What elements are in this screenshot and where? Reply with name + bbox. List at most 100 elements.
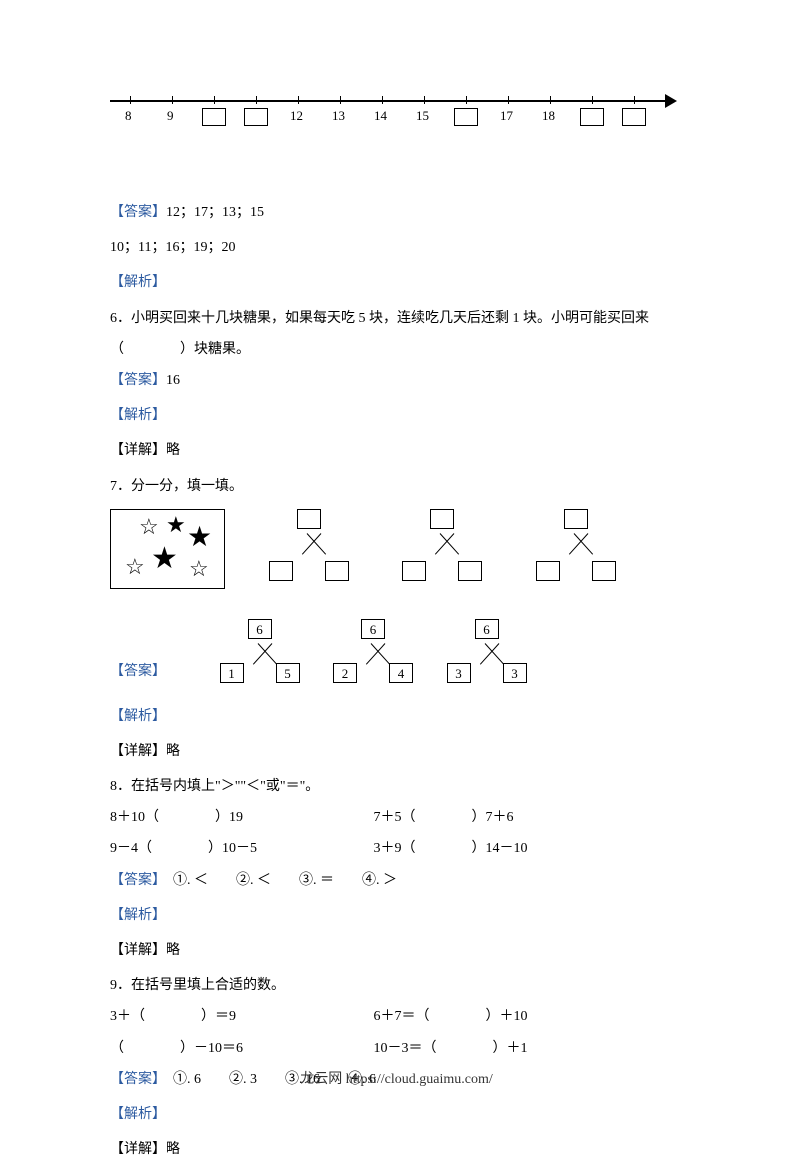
q7-text: 7．分一分，填一填。 — [110, 474, 683, 499]
q8-analysis: 【解析】 — [110, 903, 683, 928]
number-line-axis — [110, 100, 670, 102]
q7-analysis: 【解析】 — [110, 704, 683, 729]
stars-box: ☆ ★ ★ ☆ ★ ☆ — [110, 509, 225, 589]
tick — [298, 96, 299, 104]
tick-label: 13 — [332, 108, 345, 124]
q8-r2-right: 3＋9（ ）14－10 — [374, 841, 528, 856]
blank-box — [244, 108, 268, 126]
tick — [592, 96, 593, 104]
q8-row2: 9－4（ ）10－5 3＋9（ ）14－10 — [110, 836, 683, 861]
tree-line — [573, 533, 592, 554]
answer-text: 16 — [166, 373, 180, 388]
q9-row1: 3＋（ ）＝9 6＋7＝（ ）＋10 — [110, 1004, 683, 1029]
tick — [634, 96, 635, 104]
q8-r2-left: 9－4（ ）10－5 — [110, 836, 370, 861]
q5-analysis: 【解析】 — [110, 270, 683, 295]
number-line: 8 9 12 13 14 15 17 18 — [110, 90, 683, 140]
tree-top-box — [297, 509, 321, 529]
q6-analysis: 【解析】 — [110, 403, 683, 428]
tick-label: 18 — [542, 108, 555, 124]
analysis-label: 【解析】 — [110, 1107, 166, 1122]
q9-text: 9．在括号里填上合适的数。 — [110, 973, 683, 998]
tick — [550, 96, 551, 104]
tree-right-box: 4 — [389, 663, 413, 683]
tree-line — [366, 643, 385, 664]
q7-num: 7． — [110, 479, 131, 494]
tick — [256, 96, 257, 104]
tree-line — [306, 533, 325, 554]
analysis-label: 【解析】 — [110, 408, 166, 423]
answer-text: ①. ＜ ②. ＜ ③. ＝ ④. ＞ — [159, 873, 397, 888]
q9-r2-left: （ ）－10＝6 — [110, 1036, 370, 1061]
tree-top-box: 6 — [361, 619, 385, 639]
answer-trees: 6 1 5 6 2 4 6 3 3 — [190, 619, 527, 684]
q7-answer-row: 【答案】 6 1 5 6 2 4 6 3 3 — [110, 619, 683, 684]
tree-left-box — [536, 561, 560, 581]
q5-answer-line1: 【答案】12；17；13；15 — [110, 200, 683, 225]
tick-label: 8 — [125, 108, 132, 124]
analysis-label: 【解析】 — [110, 709, 166, 724]
tree-top-box — [564, 509, 588, 529]
tick — [214, 96, 215, 104]
tree-left-box — [269, 561, 293, 581]
answer-label: 【答案】 — [110, 373, 166, 388]
tick — [424, 96, 425, 104]
tree-answer: 6 2 4 — [323, 619, 413, 684]
tick-label: 9 — [167, 108, 174, 124]
tree-line — [435, 533, 454, 554]
q8-num: 8． — [110, 779, 131, 794]
q7-text-content: 分一分，填一填。 — [131, 479, 243, 494]
tick-label: 12 — [290, 108, 303, 124]
q7-diagram-row: ☆ ★ ★ ☆ ★ ☆ — [110, 509, 683, 589]
tree-line — [252, 643, 271, 664]
q9-num: 9． — [110, 978, 131, 993]
tick-label: 14 — [374, 108, 387, 124]
q6-answer: 【答案】16 — [110, 368, 683, 393]
q7-detail: 【详解】略 — [110, 739, 683, 764]
tree-right-box — [458, 561, 482, 581]
q8-r1-right: 7＋5（ ）7＋6 — [374, 810, 514, 825]
tick — [382, 96, 383, 104]
answer-label: 【答案】 — [110, 664, 166, 679]
q6-text: 6．小明买回来十几块糖果，如果每天吃 5 块，连续吃几天后还剩 1 块。小明可能… — [110, 306, 683, 331]
tree-line — [484, 643, 503, 664]
tree-top-box — [430, 509, 454, 529]
tree-top-box: 6 — [248, 619, 272, 639]
tree-right-box: 3 — [503, 663, 527, 683]
tick-label: 15 — [416, 108, 429, 124]
tree-line — [479, 643, 498, 664]
tick — [130, 96, 131, 104]
q9-r1-right: 6＋7＝（ ）＋10 — [374, 1009, 528, 1024]
q8-text-content: 在括号内填上"＞""＜"或"＝"。 — [131, 779, 319, 794]
q8-row1: 8＋10（ ）19 7＋5（ ）7＋6 — [110, 805, 683, 830]
answer-text: 12；17；13；15 — [166, 205, 264, 220]
q9-analysis: 【解析】 — [110, 1102, 683, 1127]
tick — [172, 96, 173, 104]
q9-r2-right: 10－3＝（ ）＋1 — [374, 1041, 528, 1056]
tree-blank — [526, 509, 626, 589]
tree-blank — [392, 509, 492, 589]
q9-r1-left: 3＋（ ）＝9 — [110, 1004, 370, 1029]
blank-box — [622, 108, 646, 126]
q9-row2: （ ）－10＝6 10－3＝（ ）＋1 — [110, 1036, 683, 1061]
q5-answer-line2: 10；11；16；19；20 — [110, 235, 683, 260]
blank-box — [580, 108, 604, 126]
star-filled-icon: ★ — [187, 524, 212, 552]
tick — [466, 96, 467, 104]
tree-left-box: 2 — [333, 663, 357, 683]
q6-text-b: （ ）块糖果。 — [110, 337, 683, 362]
tree-left-box — [402, 561, 426, 581]
star-filled-icon: ★ — [151, 544, 178, 574]
q6-text-a: 小明买回来十几块糖果，如果每天吃 5 块，连续吃几天后还剩 1 块。小明可能买回… — [131, 311, 649, 326]
blank-box — [454, 108, 478, 126]
analysis-label: 【解析】 — [110, 275, 166, 290]
q9-text-content: 在括号里填上合适的数。 — [131, 978, 285, 993]
tree-answer: 6 1 5 — [210, 619, 300, 684]
blank-box — [202, 108, 226, 126]
tick — [508, 96, 509, 104]
tick-label: 17 — [500, 108, 513, 124]
tree-left-box: 3 — [447, 663, 471, 683]
q6-detail: 【详解】略 — [110, 438, 683, 463]
q8-text: 8．在括号内填上"＞""＜"或"＝"。 — [110, 774, 683, 799]
footer: 龙云网 https://cloud.guaimu.com/ — [0, 1068, 793, 1088]
